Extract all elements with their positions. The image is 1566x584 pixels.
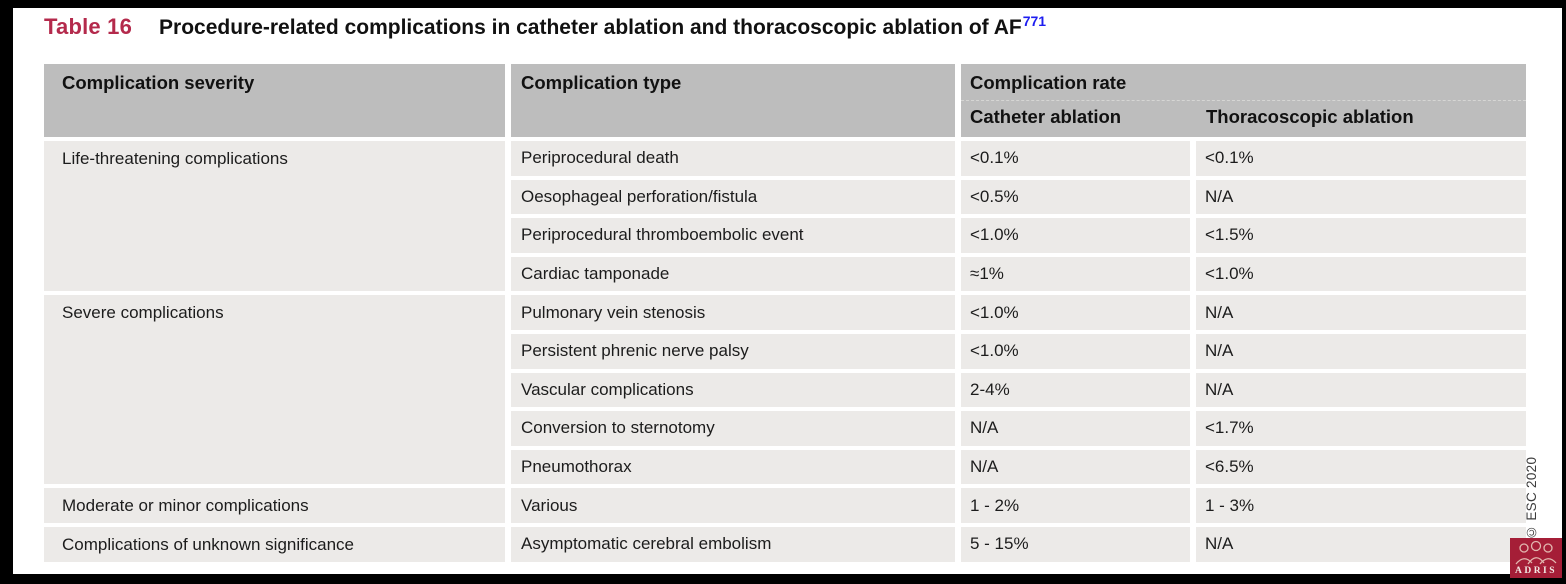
catheter-rate-cell: N/A — [961, 449, 1190, 485]
complication-type-cell: Pulmonary vein stenosis — [511, 295, 955, 330]
catheter-rate-cell: 5 - 15% — [961, 526, 1190, 562]
complication-type-cell: Asymptomatic cerebral embolism — [511, 526, 955, 562]
thoracoscopic-rate-cell: <0.1% — [1196, 141, 1526, 176]
severity-cell: Complications of unknown significance — [44, 526, 505, 562]
catheter-rate-cell: 1 - 2% — [961, 488, 1190, 523]
adris-logo: ADRIS — [1510, 538, 1562, 578]
thoracoscopic-rate-cell: <6.5% — [1196, 449, 1526, 485]
catheter-rate-cell: <1.0% — [961, 295, 1190, 330]
catheter-rate-cell: N/A — [961, 411, 1190, 446]
catheter-rate-cell: <0.1% — [961, 141, 1190, 176]
table-title-main: Procedure-related complications in cathe… — [159, 16, 1022, 39]
table-caption: Table 16 Procedure-related complications… — [44, 13, 1046, 40]
catheter-rate-cell: ≈1% — [961, 256, 1190, 292]
severity-cell: Severe complications — [44, 295, 505, 485]
header-catheter-ablation: Catheter ablation — [970, 106, 1122, 127]
header-complication-type: Complication type — [511, 64, 955, 137]
catheter-rate-cell: <0.5% — [961, 179, 1190, 215]
complications-table: Complication severity Complication type … — [44, 64, 1526, 562]
thoracoscopic-rate-cell: <1.7% — [1196, 411, 1526, 446]
header-complication-rate: Complication rate — [961, 64, 1526, 101]
thoracoscopic-rate-cell: N/A — [1196, 179, 1526, 215]
table-number-label: Table 16 — [44, 14, 133, 39]
severity-cell: Life-threatening complications — [44, 141, 505, 292]
adris-logo-figures — [1515, 540, 1557, 565]
header-complication-rate-group: Complication rate Catheter ablation Thor… — [961, 64, 1526, 137]
table-body: Life-threatening complications Periproced… — [44, 141, 1526, 562]
severity-cell: Moderate or minor complications — [44, 488, 505, 523]
page-background: Table 16 Procedure-related complications… — [13, 8, 1562, 574]
thoracoscopic-rate-cell: 1 - 3% — [1196, 488, 1526, 523]
complication-type-cell: Periprocedural thromboembolic event — [511, 218, 955, 253]
catheter-rate-cell: 2-4% — [961, 372, 1190, 408]
thoracoscopic-rate-cell: N/A — [1196, 526, 1526, 562]
catheter-rate-cell: <1.0% — [961, 333, 1190, 369]
complication-type-cell: Cardiac tamponade — [511, 256, 955, 292]
table-title-text: Procedure-related complications in cathe… — [159, 13, 1046, 40]
reference-link[interactable]: 771 — [1022, 13, 1047, 29]
complication-type-cell: Persistent phrenic nerve palsy — [511, 333, 955, 369]
catheter-rate-cell: <1.0% — [961, 218, 1190, 253]
adris-logo-text: ADRIS — [1514, 566, 1558, 576]
table-header: Complication severity Complication type … — [44, 64, 1526, 137]
complication-type-cell: Conversion to sternotomy — [511, 411, 955, 446]
complication-type-cell: Oesophageal perforation/fistula — [511, 179, 955, 215]
header-complication-severity: Complication severity — [44, 64, 505, 137]
thoracoscopic-rate-cell: N/A — [1196, 333, 1526, 369]
thoracoscopic-rate-cell: N/A — [1196, 295, 1526, 330]
complication-type-cell: Periprocedural death — [511, 141, 955, 176]
header-rate-subcolumns: Catheter ablation Thoracoscopic ablation — [961, 101, 1526, 137]
complication-type-cell: Pneumothorax — [511, 449, 955, 485]
complication-type-cell: Vascular complications — [511, 372, 955, 408]
complication-type-cell: Various — [511, 488, 955, 523]
thoracoscopic-rate-cell: <1.0% — [1196, 256, 1526, 292]
thoracoscopic-rate-cell: N/A — [1196, 372, 1526, 408]
header-thoracoscopic-ablation: Thoracoscopic ablation — [1206, 106, 1414, 127]
thoracoscopic-rate-cell: <1.5% — [1196, 218, 1526, 253]
